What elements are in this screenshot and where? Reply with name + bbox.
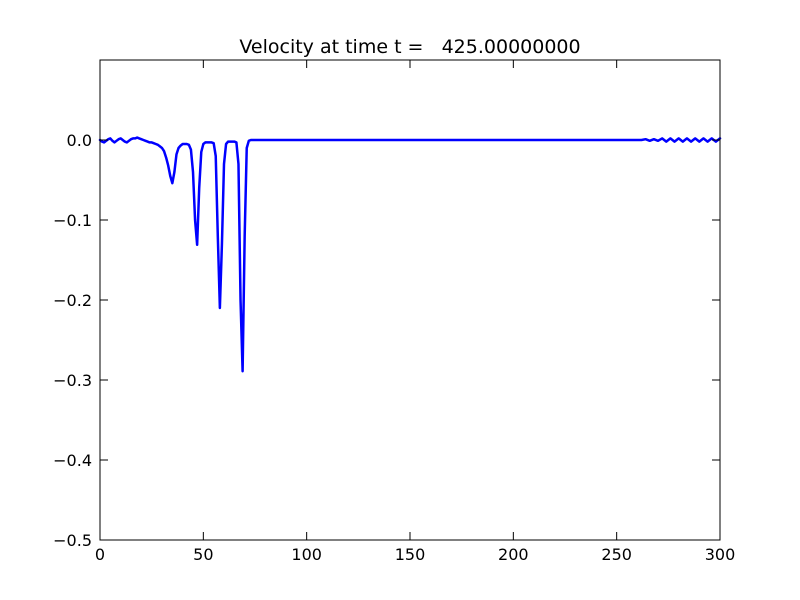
chart-title: Velocity at time t = 425.00000000 bbox=[239, 36, 580, 58]
y-tick-label: 0.0 bbox=[67, 131, 92, 150]
ticks-layer: 0 50 100 150 200 250 300 0.0 −0.1 −0.2 −0.3 −0.4 −0.… bbox=[53, 60, 735, 564]
x-tick-label: 200 bbox=[498, 545, 529, 564]
x-tick-label: 50 bbox=[193, 545, 213, 564]
x-tick-label: 250 bbox=[601, 545, 632, 564]
series-layer bbox=[98, 136, 722, 373]
x-tick-label: 300 bbox=[705, 545, 736, 564]
y-tick-label: −0.3 bbox=[53, 371, 92, 390]
y-tick-label: −0.5 bbox=[53, 531, 92, 550]
velocity-series-line bbox=[98, 136, 722, 373]
x-tick-label: 100 bbox=[291, 545, 322, 564]
x-tick-label: 150 bbox=[395, 545, 426, 564]
y-tick-label: −0.1 bbox=[53, 211, 92, 230]
x-tick-label: 0 bbox=[95, 545, 105, 564]
y-tick-label: −0.4 bbox=[53, 451, 92, 470]
y-tick-label: −0.2 bbox=[53, 291, 92, 310]
